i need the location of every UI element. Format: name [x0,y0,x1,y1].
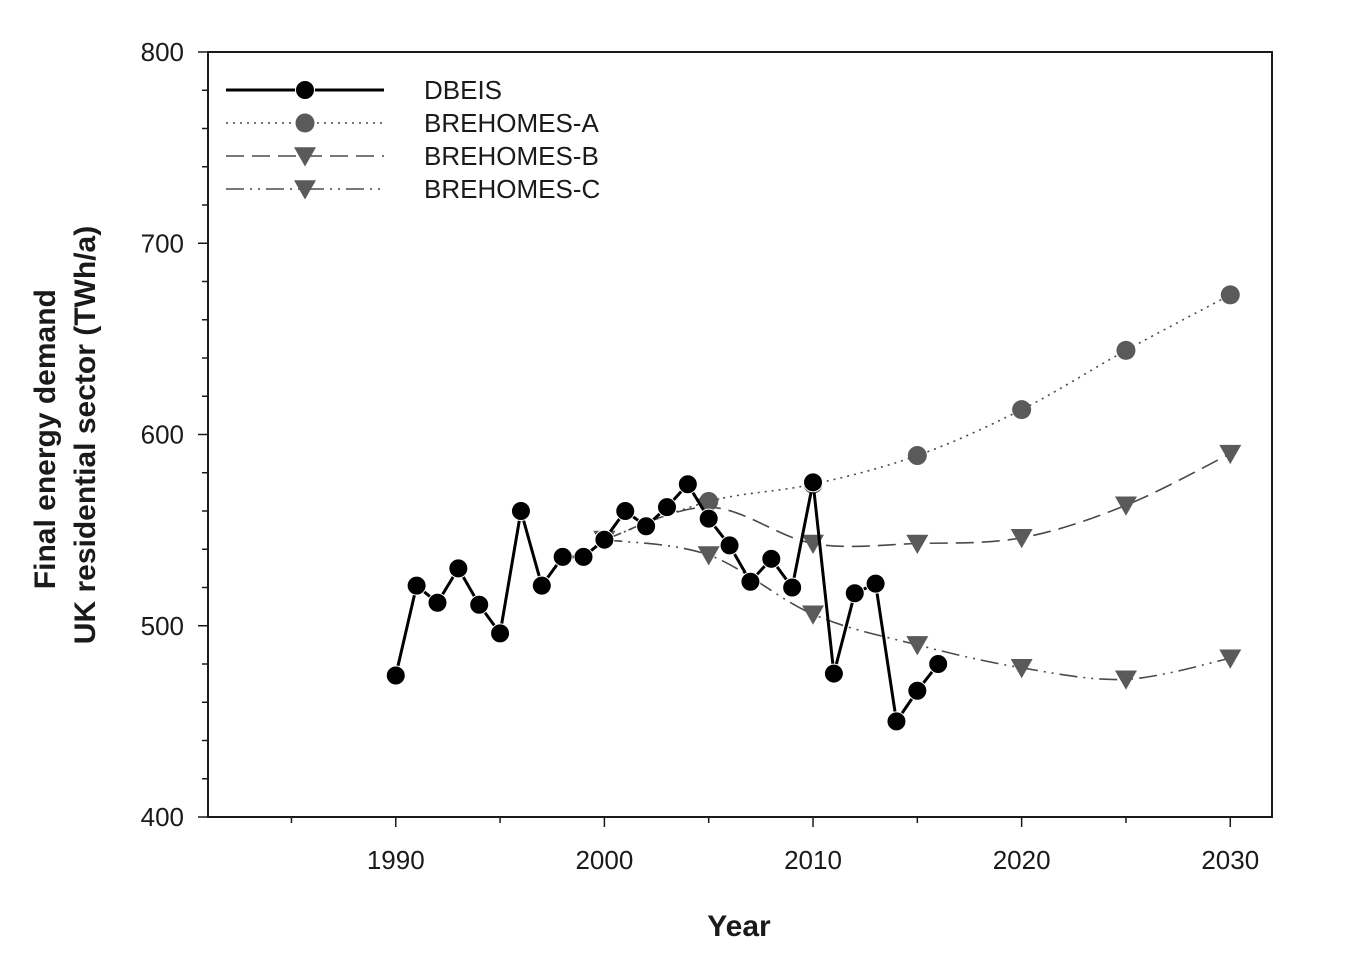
data-point-dbeis [656,497,677,518]
x-tick-label: 2030 [1201,845,1259,875]
data-point-brehomes-c [697,546,720,566]
data-point-brehomes-c [1010,659,1033,679]
data-point-dbeis [761,548,782,569]
data-point-dbeis [469,594,490,615]
data-point-dbeis [573,546,594,567]
y-axis-title: Final energy demand UK residential secto… [29,226,102,644]
y-tick-label: 400 [141,802,184,832]
data-point-dbeis [719,535,740,556]
data-point-dbeis [865,573,886,594]
data-point-brehomes-b [1010,528,1033,549]
data-point-dbeis [740,571,761,592]
data-point-brehomes-c [906,636,929,656]
data-point-dbeis [844,583,865,604]
legend-marker-brehomes-a [295,113,315,133]
data-point-dbeis [510,501,531,521]
data-point-brehomes-c [802,605,825,625]
data-point-brehomes-a [907,446,927,466]
y-tick-label: 800 [141,37,184,67]
y-tick-label: 700 [141,228,184,258]
data-point-dbeis [552,546,573,567]
data-point-dbeis [615,501,636,521]
data-point-dbeis [448,558,469,579]
data-point-dbeis [886,711,907,732]
series-brehomes-a [594,285,1240,550]
data-point-dbeis [636,516,657,537]
data-point-dbeis [385,665,406,686]
plot-frame [207,51,1273,818]
data-point-dbeis [782,577,803,598]
data-point-dbeis [907,680,928,701]
legend-label-dbeis: DBEIS [424,75,502,105]
data-point-brehomes-b [1114,496,1137,516]
data-point-dbeis [677,474,698,495]
data-point-brehomes-a [1012,400,1032,420]
legend-marker-brehomes-c [294,180,316,200]
data-point-brehomes-b [1219,444,1242,465]
data-point-dbeis [803,472,824,493]
series-line-brehomes-c [604,538,1231,681]
data-point-dbeis [823,663,844,684]
data-point-brehomes-b [697,498,720,518]
y-axis-title-line1: Final energy demand [29,289,62,589]
legend-marker-dbeis [295,80,315,100]
y-axis-title-line2: UK residential sector (TWh/a) [69,226,102,644]
series-dbeis [385,472,949,732]
data-point-brehomes-c [1114,670,1137,690]
data-point-dbeis [427,592,448,613]
data-point-brehomes-b [906,534,929,554]
legend-label-brehomes-b: BREHOMES-B [424,141,599,171]
y-tick-label: 600 [141,420,184,450]
series-brehomes-c [593,530,1242,690]
legend-label-brehomes-c: BREHOMES-C [424,174,600,204]
data-point-brehomes-c [1219,649,1242,669]
y-tick-label: 500 [141,611,184,641]
data-point-brehomes-a [1116,340,1136,360]
legend-marker-brehomes-b [294,147,316,167]
data-point-dbeis [531,575,552,596]
data-point-dbeis [406,575,427,596]
x-tick-label: 1990 [367,845,425,875]
data-point-dbeis [928,654,949,674]
x-axis-title: Year [707,910,771,943]
x-tick-label: 2010 [784,845,842,875]
data-point-dbeis [490,623,511,644]
data-point-dbeis [698,508,719,529]
data-point-dbeis [594,529,615,550]
data-point-brehomes-a [1220,285,1240,305]
x-tick-label: 2020 [993,845,1051,875]
x-tick-label: 2000 [575,845,633,875]
legend-label-brehomes-a: BREHOMES-A [424,108,599,138]
